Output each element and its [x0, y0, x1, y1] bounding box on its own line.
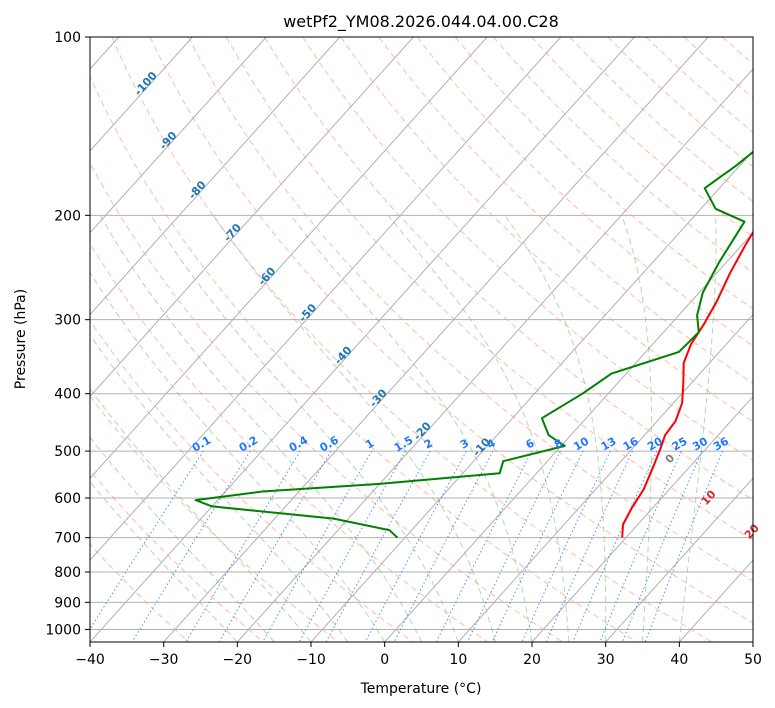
- mixing-ratio-line: [644, 450, 724, 642]
- y-tick-label: 300: [54, 313, 81, 329]
- y-tick-label: 700: [54, 531, 81, 547]
- dry-adiabat: [302, 37, 753, 461]
- dry-adiabat: [90, 75, 638, 642]
- y-tick-label: 1000: [45, 622, 81, 638]
- y-tick-label: 800: [54, 565, 81, 581]
- isotherm-line: [90, 37, 267, 234]
- dry-adiabat: [90, 320, 414, 642]
- moist-adiabat: [90, 271, 386, 642]
- moist-adiabat: [150, 215, 459, 642]
- x-tick-label: −40: [75, 652, 105, 668]
- moist-adiabat: [504, 215, 607, 642]
- x-tick-label: 0: [380, 652, 389, 668]
- y-tick-label: 100: [54, 30, 81, 46]
- dry-adiabat: [378, 37, 753, 385]
- dry-adiabat: [264, 37, 753, 501]
- y-tick-label: 500: [54, 444, 81, 460]
- mixing-ratio-line: [393, 450, 494, 642]
- chart-title: wetPf2_YM08.2026.044.04.00.C28: [283, 12, 559, 32]
- isotherm-line: [90, 37, 488, 480]
- x-tick-label: −20: [223, 652, 253, 668]
- axis-ticks: −40 −30 −20 −10 0 10 20 30 40 50 100 200 300 400 500 60…: [45, 30, 762, 668]
- moist-adiabat: [387, 214, 570, 642]
- isotherm-line: [236, 68, 753, 642]
- isotherm-line: [384, 231, 753, 642]
- dry-adiabat: [90, 242, 488, 642]
- x-tick-label: −30: [149, 652, 179, 668]
- isotherm-line: [457, 313, 753, 642]
- moist-adiabat: [99, 215, 422, 642]
- mixing-ratio-line: [262, 450, 373, 642]
- dry-adiabat: [149, 37, 753, 624]
- plot-frame: [89, 36, 754, 643]
- x-tick-label: 40: [670, 652, 688, 668]
- mixing-ratio-line: [491, 450, 584, 642]
- isotherm-line: [531, 395, 753, 642]
- profiles: [194, 150, 753, 539]
- moist-adiabat: [290, 214, 533, 642]
- background-lines: [90, 37, 753, 642]
- isotherm-line: [90, 37, 635, 642]
- isotherm-line: [90, 37, 193, 152]
- x-tick-label: −10: [296, 652, 326, 668]
- mixing-ratio-line: [325, 450, 431, 642]
- dry-adiabat: [90, 161, 563, 642]
- moist-adiabat: [621, 215, 653, 642]
- isotherm-line: [605, 477, 753, 642]
- mixing-ratio-line: [131, 450, 251, 642]
- y-tick-label: 900: [54, 595, 81, 611]
- isotherm-line: [90, 37, 562, 561]
- mixing-ratio-line: [298, 450, 406, 642]
- mixing-ratio-line: [521, 450, 611, 642]
- mixing-ratio-line: [621, 450, 703, 642]
- y-tick-label: 400: [54, 387, 81, 403]
- isotherm-line: [90, 37, 341, 316]
- moist-adiabat: [90, 481, 238, 642]
- mixing-ratio-line: [467, 450, 561, 642]
- x-tick-label: 10: [449, 652, 467, 668]
- x-axis-label: Temperature (°C): [360, 681, 482, 697]
- y-axis-label: Pressure (hPa): [13, 289, 29, 389]
- isotherm-line: [90, 37, 414, 398]
- dewpoint-profile: [194, 150, 753, 539]
- mixing-ratio-line: [545, 450, 633, 642]
- x-tick-label: 50: [744, 652, 762, 668]
- y-tick-label: 200: [54, 208, 81, 224]
- dry-adiabat: [90, 395, 339, 642]
- mixing-ratio-line: [435, 450, 533, 642]
- moist-adiabat: [678, 215, 717, 642]
- dry-adiabat: [187, 37, 753, 582]
- y-tick-label: 600: [54, 491, 81, 507]
- x-tick-label: 20: [523, 652, 541, 668]
- isotherm-line: [163, 37, 709, 642]
- dry-adiabat: [90, 543, 190, 642]
- dry-adiabat: [340, 37, 753, 423]
- dry-adiabat: [111, 37, 712, 642]
- mixing-ratio-line: [364, 450, 467, 642]
- x-tick-label: 30: [597, 652, 615, 668]
- moist-adiabat: [212, 215, 496, 642]
- moist-adiabat: [90, 436, 275, 642]
